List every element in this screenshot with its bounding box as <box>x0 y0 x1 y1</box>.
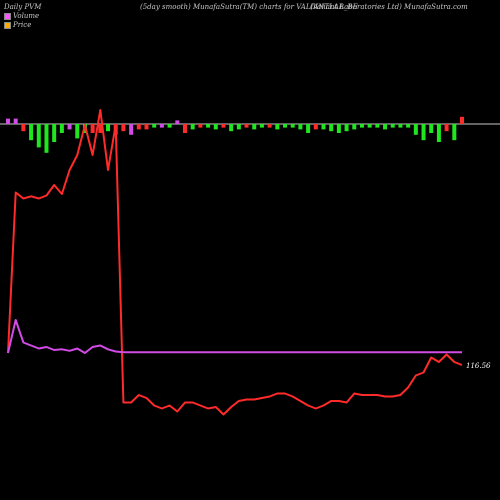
volume-bar <box>275 124 280 130</box>
volume-bar <box>229 124 234 132</box>
last-price-label: 116.56 <box>466 362 491 370</box>
volume-bar <box>267 124 272 128</box>
volume-bar <box>429 124 434 133</box>
volume-bar <box>321 124 326 130</box>
volume-bar <box>306 124 311 133</box>
volume-bar <box>298 124 303 130</box>
volume-bar <box>421 124 426 141</box>
volume-bar <box>252 124 257 130</box>
volume-bar <box>283 124 288 128</box>
volume-bar <box>444 124 449 132</box>
volume-bar <box>44 124 49 153</box>
price-line <box>7 109 463 416</box>
volume-bar <box>452 124 457 141</box>
volume-bar <box>90 124 95 133</box>
legend-volume-swatch <box>4 12 11 20</box>
volume-bar <box>383 124 388 130</box>
header-center: (5day smooth) MunafaSutra(TM) charts for… <box>140 3 358 11</box>
volume-bar <box>390 124 395 128</box>
volume-bar <box>75 124 80 139</box>
legend-price-label: Price <box>13 21 32 29</box>
volume-bar <box>136 124 141 130</box>
volume-bar <box>375 124 380 128</box>
volume-bar <box>175 120 180 124</box>
volume-bar <box>98 124 103 133</box>
volume-bar <box>460 116 464 124</box>
volume-bar <box>398 124 403 128</box>
volume-bar <box>129 124 134 135</box>
volume-bar <box>367 124 372 128</box>
volume-bar <box>167 124 172 128</box>
legend-volume-label: Volume <box>13 12 40 20</box>
volume-bar <box>236 124 241 130</box>
volume-bar <box>52 124 57 142</box>
volume-bar <box>21 124 26 132</box>
volume-bar <box>213 124 218 130</box>
volume-bar <box>313 124 318 130</box>
volume-bar <box>36 124 41 148</box>
volume-bar <box>359 124 364 128</box>
volume-bar <box>329 124 334 132</box>
volume-bar <box>121 124 126 132</box>
volume-bar <box>244 124 249 128</box>
volume-bar <box>221 124 226 128</box>
legend-price-swatch <box>4 21 11 29</box>
volume-bar <box>406 124 411 128</box>
volume-bar <box>182 124 187 133</box>
volume-bar <box>290 124 295 128</box>
volume-bar <box>436 124 441 142</box>
volume-bar <box>206 124 211 128</box>
volume-bar <box>198 124 203 128</box>
volume-bar <box>336 124 341 133</box>
volume-bar <box>67 124 72 130</box>
volume-bar <box>13 118 18 124</box>
volume-bar <box>259 124 264 128</box>
volume-bar <box>190 124 195 130</box>
volume-bar <box>152 124 157 128</box>
header-right: (Valiant Laboratories Ltd) MunafaSutra.c… <box>310 3 468 11</box>
volume-bar <box>159 124 164 128</box>
smooth-line <box>7 319 462 354</box>
volume-bar <box>144 124 149 130</box>
header-left: Daily PVM <box>4 3 42 11</box>
volume-bar <box>352 124 357 130</box>
volume-bar <box>29 124 34 141</box>
volume-bar <box>413 124 418 135</box>
volume-bar <box>6 118 10 124</box>
legend-volume: Volume <box>4 12 39 20</box>
volume-bar <box>106 124 111 132</box>
legend-price: Price <box>4 21 31 29</box>
volume-bar <box>344 124 349 132</box>
volume-bar <box>59 124 64 133</box>
